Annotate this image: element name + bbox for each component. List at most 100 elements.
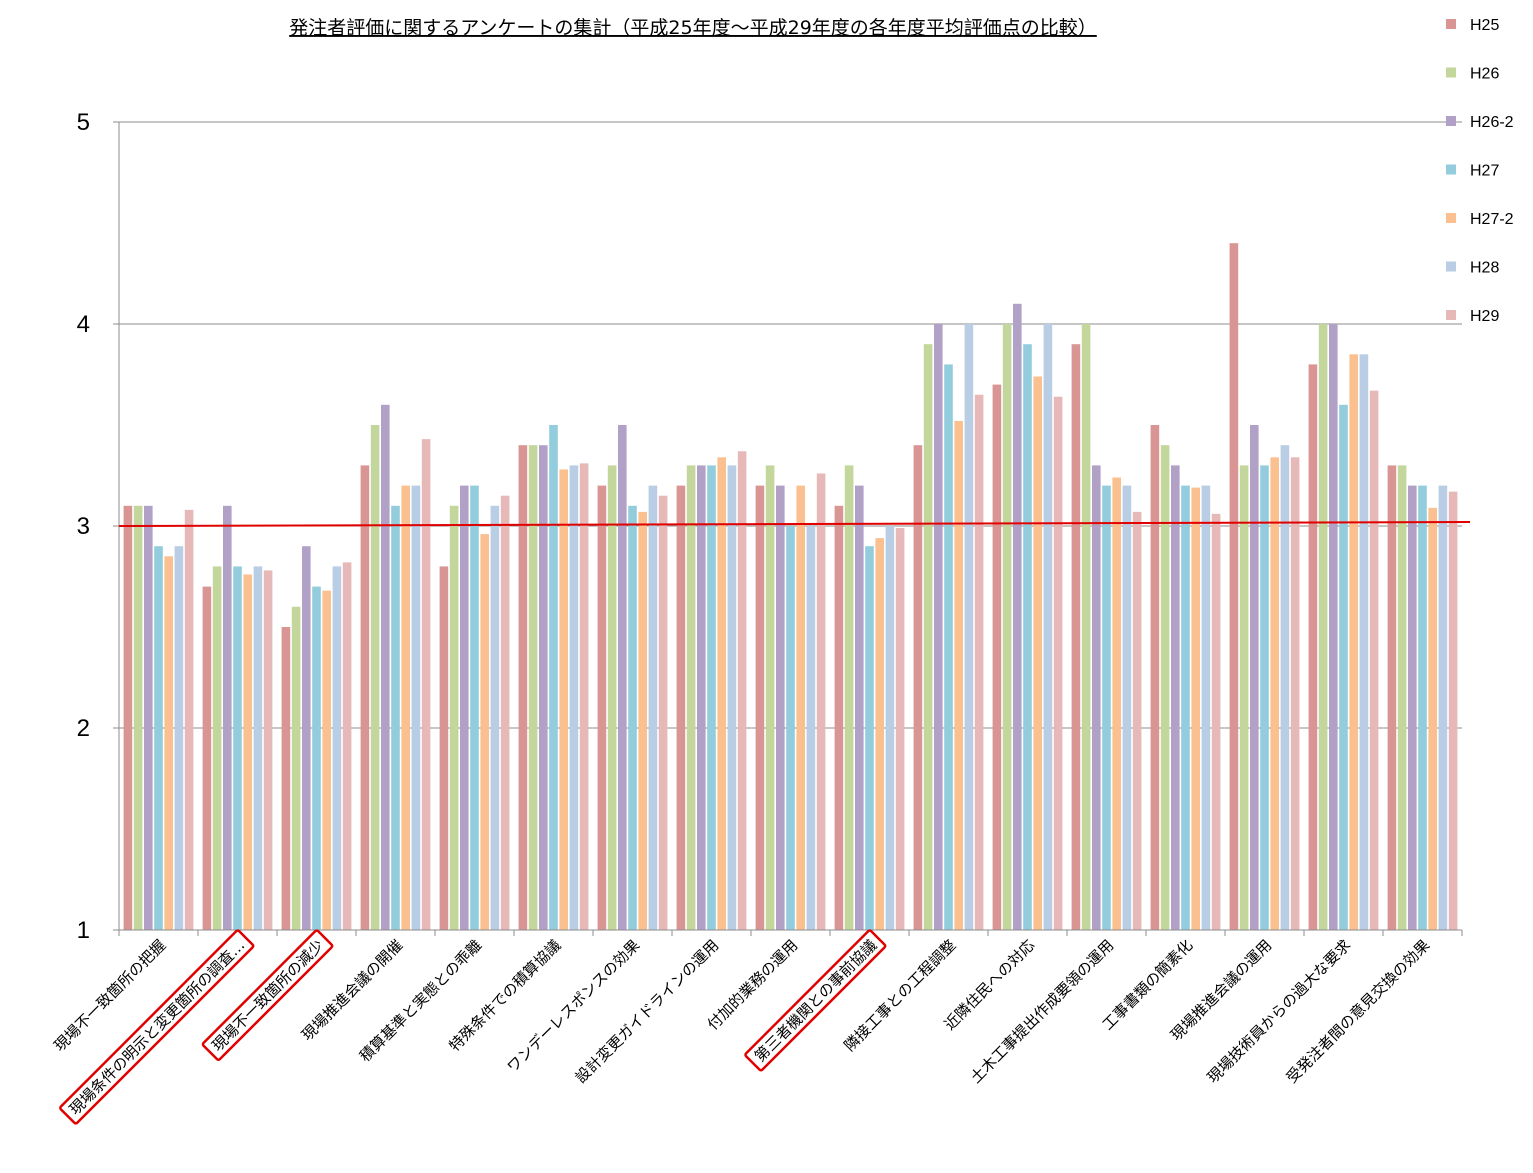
bar — [607, 465, 617, 930]
bar — [1201, 485, 1211, 930]
bar — [411, 485, 421, 930]
chart-title: 発注者評価に関するアンケートの集計（平成25年度～平成29年度の各年度平均評価点… — [289, 17, 1097, 39]
bar — [895, 528, 905, 930]
bar — [1418, 485, 1427, 930]
bar — [243, 574, 252, 930]
legend-label: H26-2 — [1470, 114, 1514, 131]
legend-label: H29 — [1470, 308, 1499, 325]
bar — [727, 465, 737, 930]
bar — [992, 384, 1002, 931]
bar — [1102, 485, 1111, 930]
bar — [123, 505, 133, 930]
bar — [1171, 465, 1180, 930]
legend-label: H26 — [1470, 66, 1499, 83]
highlight-box — [744, 929, 887, 1072]
bar — [490, 505, 500, 930]
bar — [342, 562, 352, 930]
legend-swatch — [1446, 310, 1456, 320]
y-tick-label: 5 — [77, 109, 90, 136]
bar — [1071, 344, 1081, 930]
bar — [1280, 445, 1290, 930]
bar — [1053, 396, 1063, 931]
bar — [1270, 457, 1279, 930]
bar — [1112, 477, 1121, 930]
legend-swatch — [1446, 261, 1456, 272]
legend: H25 H26 H26-2 H27 H27-2 H28 H29 — [1446, 17, 1514, 325]
highlight-box — [59, 929, 255, 1125]
bar — [1359, 354, 1369, 930]
bar — [1081, 324, 1091, 930]
bar — [1428, 507, 1437, 930]
x-tick-label: 設計変更ガイドラインの運用 — [572, 936, 723, 1087]
y-axis: 1 2 3 4 5 — [77, 109, 120, 944]
bar — [223, 505, 232, 930]
bar — [648, 485, 658, 930]
bar — [697, 465, 706, 930]
bar — [1349, 354, 1358, 930]
bar — [1448, 491, 1458, 930]
bar — [628, 505, 637, 930]
x-tick-label-group: 設計変更ガイドラインの運用 — [572, 936, 723, 1087]
bar — [1122, 485, 1132, 930]
bar — [559, 469, 568, 930]
y-tick-label: 1 — [77, 917, 90, 944]
bar — [923, 344, 933, 930]
bar — [391, 505, 400, 930]
bar — [370, 425, 380, 930]
bar — [1043, 324, 1053, 930]
bar — [776, 485, 785, 930]
bar — [597, 485, 607, 930]
bar — [500, 495, 510, 930]
bar — [1150, 425, 1160, 930]
x-tick-label: 受発注者間の意見交換の効果 — [1283, 936, 1434, 1087]
bar — [281, 627, 291, 930]
x-tick-label-group: 受発注者間の意見交換の効果 — [1283, 936, 1434, 1087]
bar — [439, 566, 449, 930]
bar — [844, 465, 854, 930]
legend-swatch — [1446, 67, 1456, 78]
bar — [549, 425, 558, 930]
bar — [1013, 303, 1022, 930]
bar — [658, 495, 668, 930]
y-tick-label: 4 — [77, 311, 90, 338]
bar — [253, 566, 263, 930]
bar — [460, 485, 469, 930]
bar — [449, 505, 459, 930]
bar — [1260, 465, 1269, 930]
bar — [480, 534, 489, 930]
bar — [1339, 404, 1348, 930]
bar — [885, 526, 895, 930]
bar — [1033, 376, 1042, 930]
bar — [133, 505, 143, 930]
bar — [263, 570, 273, 930]
bar — [1002, 324, 1012, 930]
bar — [579, 463, 589, 930]
x-tick-label-group: ワンデーレスポンスの効果 — [504, 936, 644, 1076]
bar — [707, 465, 716, 930]
bar — [964, 324, 974, 930]
bar — [834, 505, 844, 930]
bar — [569, 465, 579, 930]
legend-swatch — [1446, 213, 1456, 223]
legend-swatch — [1446, 116, 1456, 126]
bar — [1329, 324, 1338, 930]
bar — [360, 465, 370, 930]
y-tick-label: 2 — [77, 715, 90, 742]
x-tick-label-group: 現場技術員からの過大な要求 — [1204, 936, 1355, 1087]
y-tick-label: 3 — [77, 513, 90, 540]
x-axis: 現場不一致箇所の把握現場条件の明示と変更箇所の調査…現場不一致箇所の減少現場推進… — [51, 929, 1463, 1125]
bar — [212, 566, 222, 930]
bar — [1132, 511, 1142, 930]
bar — [865, 546, 874, 930]
x-tick-label-group: 土木工事提出作成要領の運用 — [967, 936, 1118, 1087]
bar — [1308, 364, 1318, 930]
highlight-box — [201, 929, 334, 1061]
bar — [786, 526, 795, 930]
bar — [291, 606, 301, 930]
bar — [755, 485, 765, 930]
bar — [312, 586, 321, 930]
bar — [1023, 344, 1032, 930]
bar — [806, 526, 816, 930]
bar — [1160, 445, 1170, 930]
bar — [934, 324, 943, 930]
